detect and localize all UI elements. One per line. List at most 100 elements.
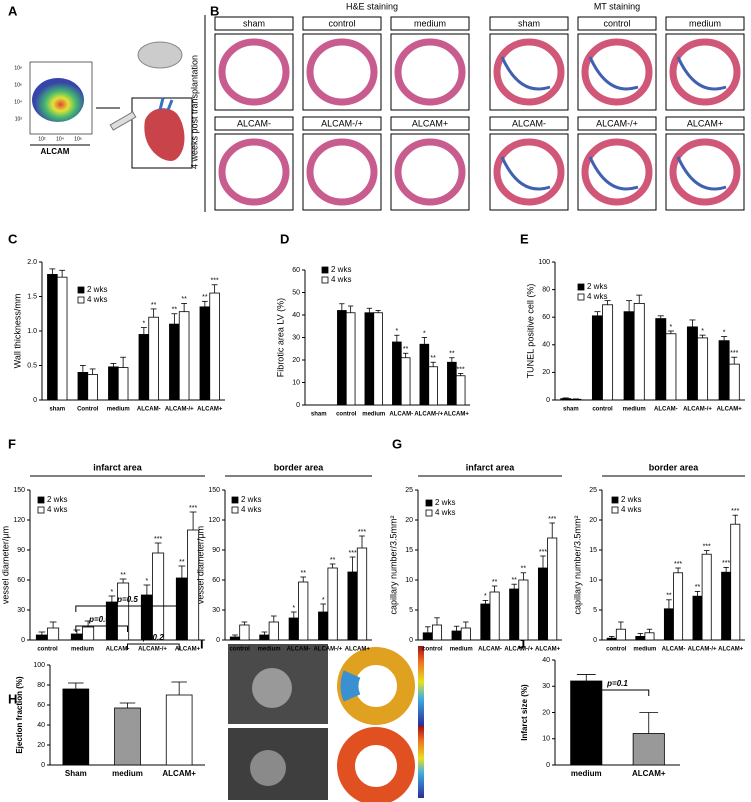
y-tick-label: 5 xyxy=(593,607,597,614)
y-tick-label: 0 xyxy=(546,762,550,769)
significance: *** xyxy=(539,549,547,556)
significance: * xyxy=(484,593,487,600)
vessels xyxy=(158,97,174,111)
legend-swatch xyxy=(577,283,585,291)
y-tick-label: 0.5 xyxy=(27,362,37,369)
bar xyxy=(35,634,48,641)
tissue-ring xyxy=(306,38,378,106)
legend-swatch xyxy=(577,293,585,301)
flow-y-tick: 10⁴ xyxy=(14,99,22,105)
y-axis-label: vessel diameter/μm xyxy=(0,526,10,604)
x-tick-label: ALCAM-/+ xyxy=(504,647,533,653)
mri-heart xyxy=(252,668,292,708)
bar xyxy=(400,357,411,406)
image-box xyxy=(390,33,470,111)
bar xyxy=(730,523,741,641)
section-label: medium xyxy=(689,18,721,28)
legend-label: 2 wks xyxy=(621,495,641,504)
significance: ** xyxy=(120,572,126,579)
bar xyxy=(108,366,119,401)
legend-swatch xyxy=(37,506,45,514)
y-tick-label: 60 xyxy=(212,577,220,584)
bracket xyxy=(585,689,650,696)
y-tick-label: 0 xyxy=(593,637,597,644)
bar xyxy=(509,588,520,641)
y-tick-label: 150 xyxy=(13,487,25,494)
bar xyxy=(239,624,250,641)
legend-swatch xyxy=(611,506,619,514)
bar xyxy=(209,292,220,401)
panel-b: 4 weeks post transplantation H&E stainin… xyxy=(189,1,640,212)
bar xyxy=(364,312,375,406)
significance: ** xyxy=(330,557,336,564)
x-tick-label: Control xyxy=(77,407,99,413)
x-tick-label: control xyxy=(592,407,613,413)
y-tick-label: 0 xyxy=(33,397,37,404)
label-box xyxy=(489,16,569,31)
significance: ** xyxy=(202,294,208,301)
bar xyxy=(298,581,309,641)
group-title: MT staining xyxy=(594,1,640,11)
bar xyxy=(447,361,457,406)
x-tick-label: medium xyxy=(623,407,646,413)
bar xyxy=(165,694,193,766)
flow-x-tick: 10⁶ xyxy=(74,136,82,142)
bar xyxy=(489,591,500,641)
y-axis-label: vessel diameter/μm xyxy=(195,526,205,604)
x-tick-label: ALCAM+ xyxy=(197,407,223,413)
y-tick-label: 1.0 xyxy=(27,328,37,335)
y-tick-label: 10 xyxy=(589,577,597,584)
label-box xyxy=(302,16,382,31)
label-box xyxy=(214,116,294,131)
significance: * xyxy=(322,597,325,604)
label-box xyxy=(665,16,745,31)
legend-label: 4 wks xyxy=(47,505,67,514)
significance: *** xyxy=(154,536,162,543)
x-tick-label: ALCAM- xyxy=(106,647,130,653)
bracket xyxy=(75,605,180,612)
y-tick-label: 0 xyxy=(216,637,220,644)
fibrosis xyxy=(500,156,551,191)
significance: * xyxy=(395,328,398,335)
y-axis-label: Infarct size (%) xyxy=(520,684,529,741)
label-box xyxy=(577,16,657,31)
label-box xyxy=(302,116,382,131)
y-tick-label: 2.0 xyxy=(27,259,37,266)
bar xyxy=(87,374,98,401)
bar xyxy=(570,398,582,401)
flow-y-tick: 10⁶ xyxy=(14,82,22,88)
bar xyxy=(644,632,655,641)
bar xyxy=(327,567,338,641)
y-axis-label: Fibrotic area LV (%) xyxy=(275,298,285,377)
chart-title: border area xyxy=(274,462,325,472)
y-tick-label: 100 xyxy=(33,662,45,669)
panel-label: B xyxy=(210,3,219,18)
tissue-ring xyxy=(218,38,290,106)
section-label: sham xyxy=(243,18,265,28)
bracket xyxy=(75,625,128,632)
colorbar xyxy=(418,646,424,726)
tissue-ring xyxy=(493,138,565,206)
x-tick-label: ALCAM- xyxy=(287,647,311,653)
bar xyxy=(77,371,89,401)
legend-swatch xyxy=(231,496,239,504)
y-axis-label: Ejection fraction (%) xyxy=(15,676,24,754)
section-label: ALCAM- xyxy=(237,118,271,128)
significance: ** xyxy=(521,566,527,573)
panel-label: C xyxy=(8,231,18,246)
legend-label: 2 wks xyxy=(587,282,607,291)
significance: *** xyxy=(457,366,465,373)
image-box xyxy=(489,133,569,211)
bar xyxy=(419,343,430,406)
panel-label: F xyxy=(8,436,16,451)
bar xyxy=(175,577,188,641)
bar xyxy=(347,571,358,641)
y-tick-label: 120 xyxy=(208,517,220,524)
x-tick-label: medium xyxy=(450,647,473,653)
significance: *** xyxy=(349,550,357,557)
x-tick-label: ALCAM-/+ xyxy=(138,647,167,653)
section-label: control xyxy=(328,18,355,28)
panel-label: D xyxy=(280,231,289,246)
bar xyxy=(606,637,617,641)
fibrosis xyxy=(676,156,727,191)
